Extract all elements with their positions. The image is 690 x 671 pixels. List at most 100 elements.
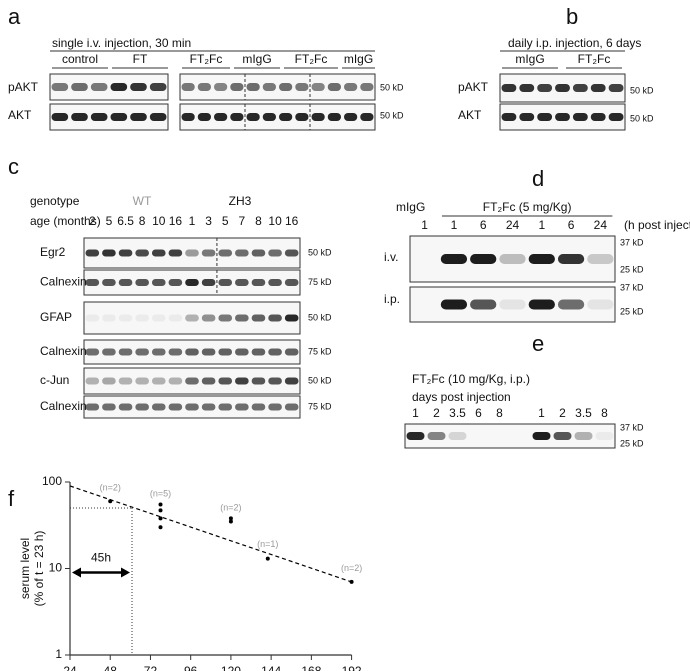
x-tick-label: 48 xyxy=(104,664,118,671)
row-header: genotype xyxy=(30,194,80,208)
row-label: c-Jun xyxy=(40,373,69,387)
row-label: AKT xyxy=(458,108,482,122)
group-label: mIgG xyxy=(242,52,271,66)
size-label: 37 kD xyxy=(620,237,644,247)
band xyxy=(262,113,276,121)
day-label: 6 xyxy=(475,406,482,420)
band xyxy=(327,113,341,121)
x-tick-label: 96 xyxy=(184,664,198,671)
size-label: 50 kD xyxy=(630,113,654,123)
age-label: 10 xyxy=(152,214,166,228)
day-label: 3.5 xyxy=(575,406,592,420)
age-label: 5 xyxy=(106,214,113,228)
y-tick-label: 100 xyxy=(42,474,62,488)
band xyxy=(537,113,553,121)
band xyxy=(284,279,299,286)
band xyxy=(218,279,233,286)
panel-label: d xyxy=(532,166,544,191)
annotation: (n=1) xyxy=(257,539,278,549)
x-tick-label: 24 xyxy=(63,664,77,671)
data-point xyxy=(349,579,354,584)
blot xyxy=(179,73,376,101)
unit-label: (h post injection) xyxy=(624,218,690,232)
day-label: 1 xyxy=(538,406,545,420)
band xyxy=(214,83,228,91)
band xyxy=(235,314,249,322)
band xyxy=(284,403,299,411)
band xyxy=(532,432,551,440)
band xyxy=(246,83,260,91)
panel-title: single i.v. injection, 30 min xyxy=(52,36,191,50)
band xyxy=(448,432,467,440)
size-label: 50 kD xyxy=(380,82,404,92)
band xyxy=(251,249,266,257)
data-point xyxy=(158,502,163,507)
band xyxy=(406,432,425,440)
band xyxy=(284,348,299,356)
band xyxy=(499,299,526,310)
band xyxy=(218,249,233,257)
row-label: i.v. xyxy=(384,250,398,264)
band xyxy=(118,403,133,411)
blot xyxy=(179,103,376,131)
band xyxy=(595,432,614,440)
band xyxy=(135,249,149,257)
panel-label: f xyxy=(8,486,15,511)
band xyxy=(235,348,249,356)
size-label: 25 kD xyxy=(620,264,644,274)
band xyxy=(251,403,266,411)
age-label: 8 xyxy=(139,214,146,228)
band xyxy=(440,254,468,264)
size-label: 37 kD xyxy=(620,422,644,432)
band xyxy=(118,249,133,257)
size-label: 50 kD xyxy=(308,375,332,385)
band xyxy=(427,432,446,440)
band xyxy=(268,377,282,385)
genotype-label: ZH3 xyxy=(229,194,252,208)
group-label: control xyxy=(62,52,98,66)
band xyxy=(151,377,166,385)
age-label: 16 xyxy=(285,214,299,228)
age-label: 3 xyxy=(205,214,212,228)
band xyxy=(268,348,282,356)
age-label: 16 xyxy=(169,214,183,228)
band xyxy=(201,279,216,286)
group-label: FT₂Fc xyxy=(295,52,328,66)
x-tick-label: 120 xyxy=(221,664,241,671)
band xyxy=(102,314,116,322)
band xyxy=(470,299,497,310)
group-label: FT₂Fc xyxy=(190,52,223,66)
band xyxy=(574,432,593,440)
annotation: (n=5) xyxy=(150,489,171,499)
band xyxy=(537,84,553,92)
data-point xyxy=(158,525,163,530)
band xyxy=(135,314,149,322)
day-label: 8 xyxy=(601,406,608,420)
band xyxy=(590,84,606,92)
band xyxy=(130,83,147,91)
day-label: 1 xyxy=(412,406,419,420)
row-label: Calnexin xyxy=(40,399,87,413)
band xyxy=(499,254,526,264)
panel-label: b xyxy=(566,4,578,29)
x-tick-label: 72 xyxy=(144,664,158,671)
panel-title: daily i.p. injection, 6 days xyxy=(508,36,641,50)
band xyxy=(590,113,606,121)
blot xyxy=(49,103,169,131)
band xyxy=(262,83,276,91)
band xyxy=(102,348,116,356)
band xyxy=(201,377,216,385)
band xyxy=(168,279,183,286)
band xyxy=(295,83,309,91)
band xyxy=(130,113,147,121)
band xyxy=(85,314,100,322)
arrow-label: 45h xyxy=(91,551,111,565)
band xyxy=(470,254,497,264)
band xyxy=(519,84,535,92)
band xyxy=(440,299,468,310)
panel-title: FT₂Fc (10 mg/Kg, i.p.) xyxy=(412,372,530,386)
band xyxy=(102,279,116,286)
age-label: 7 xyxy=(239,214,246,228)
band xyxy=(528,299,555,310)
age-label: 2 xyxy=(89,214,96,228)
